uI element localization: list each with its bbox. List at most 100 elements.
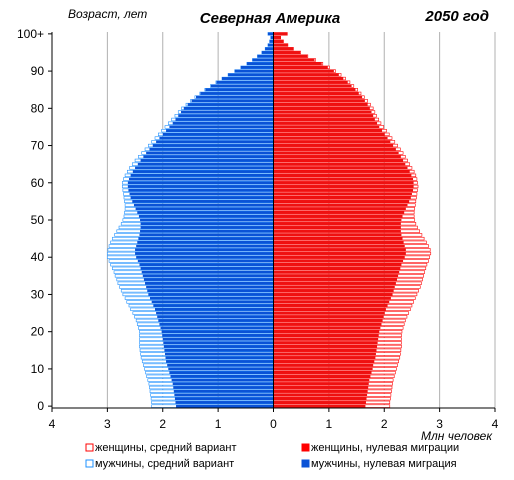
female-zero-migration-bar (273, 62, 322, 65)
legend-swatch (301, 443, 310, 452)
female-zero-migration-bar (273, 106, 370, 110)
female-zero-migration-bar (273, 378, 370, 382)
female-zero-migration-bar (273, 401, 366, 404)
female-zero-migration-bar (273, 129, 383, 133)
male-zero-migration-bar (164, 352, 274, 356)
y-tick-label: 50 (31, 213, 45, 227)
male-zero-migration-bar (140, 222, 274, 226)
male-zero-migration-bar (252, 58, 274, 62)
female-zero-migration-bar (273, 39, 284, 43)
male-zero-migration-bar (181, 110, 274, 114)
female-zero-migration-bar (273, 278, 397, 281)
male-zero-migration-bar (216, 80, 274, 84)
female-zero-migration-bar (273, 173, 412, 177)
male-zero-migration-bar (139, 233, 274, 237)
male-zero-migration-bar (270, 36, 274, 39)
female-zero-migration-bar (273, 397, 367, 401)
female-zero-migration-bar (273, 133, 385, 136)
female-zero-migration-bar (273, 77, 344, 80)
male-zero-migration-bar (175, 401, 274, 404)
male-zero-migration-bar (191, 99, 274, 103)
female-zero-migration-bar (273, 103, 368, 106)
female-zero-migration-bar (273, 159, 404, 162)
male-zero-migration-bar (195, 95, 274, 99)
x-tick-label: 4 (492, 417, 499, 431)
male-zero-migration-bar (173, 386, 274, 389)
male-zero-migration-bar (135, 252, 274, 255)
male-zero-migration-bar (140, 218, 274, 222)
female-zero-migration-bar (273, 110, 372, 114)
female-zero-migration-bar (273, 285, 395, 289)
male-zero-migration-bar (257, 54, 274, 58)
male-zero-migration-bar (166, 129, 274, 133)
male-zero-migration-bar (267, 32, 274, 36)
female-zero-migration-bar (273, 69, 334, 73)
male-zero-migration-bar (163, 341, 274, 345)
legend-swatch (85, 443, 94, 452)
female-zero-migration-bar (273, 95, 363, 99)
male-zero-migration-bar (169, 125, 274, 129)
male-zero-migration-bar (159, 322, 274, 326)
female-zero-migration-bar (273, 296, 391, 300)
male-zero-migration-bar (168, 367, 274, 371)
x-tick-label: 4 (49, 417, 56, 431)
y-tick-label: 60 (31, 176, 45, 190)
male-zero-migration-bar (175, 118, 274, 121)
female-zero-migration-bar (273, 162, 406, 166)
male-zero-migration-bar (152, 144, 274, 147)
female-zero-migration-bar (273, 274, 399, 278)
female-zero-migration-bar (273, 389, 368, 393)
male-zero-migration-bar (130, 196, 274, 200)
female-zero-migration-bar (273, 404, 366, 408)
male-zero-migration-bar (269, 39, 274, 43)
female-zero-migration-bar (273, 58, 315, 62)
female-zero-migration-bar (273, 118, 375, 121)
axes-group (51, 32, 495, 409)
male-zero-migration-bar (149, 147, 274, 151)
female-zero-migration-bar (273, 73, 339, 77)
male-zero-migration-bar (143, 155, 274, 159)
female-zero-migration-bar (273, 43, 288, 47)
female-zero-migration-bar (273, 222, 401, 226)
female-zero-migration-bar (273, 315, 384, 319)
female-zero-migration-bar (273, 147, 396, 151)
female-zero-migration-bar (273, 240, 404, 244)
female-zero-migration-bar (273, 289, 394, 293)
female-zero-migration-bar (273, 207, 406, 211)
female-zero-migration-bar (273, 270, 400, 274)
male-zero-migration-bar (140, 267, 274, 270)
male-zero-migration-bar (146, 285, 274, 289)
male-zero-migration-bar (261, 51, 274, 54)
male-zero-migration-bar (127, 181, 274, 185)
female-zero-migration-bar (273, 360, 375, 363)
female-zero-migration-bar (273, 259, 404, 263)
male-zero-migration-bar (267, 43, 274, 47)
female-zero-migration-bar (273, 80, 348, 84)
male-zero-migration-bar (205, 88, 274, 92)
male-zero-migration-bar (222, 77, 274, 80)
male-zero-migration-bar (137, 162, 274, 166)
male-zero-migration-bar (138, 237, 274, 240)
legend-label: мужчины, нулевая миграция (311, 458, 457, 470)
male-zero-migration-bar (183, 106, 274, 110)
bars-group (107, 32, 432, 408)
x-tick-label: 2 (381, 417, 388, 431)
female-zero-migration-bar (273, 181, 414, 185)
male-zero-migration-bar (132, 170, 274, 173)
male-zero-migration-bar (135, 166, 274, 170)
female-zero-migration-bar (273, 367, 373, 371)
x-tick-label: 3 (436, 417, 443, 431)
female-zero-migration-bar (273, 192, 412, 196)
female-zero-migration-bar (273, 356, 376, 360)
female-zero-migration-bar (273, 88, 356, 92)
female-zero-migration-bar (273, 337, 379, 341)
y-axis-label: Возраст, лет (68, 7, 147, 21)
female-zero-migration-bar (273, 151, 399, 155)
female-zero-migration-bar (273, 47, 294, 51)
female-zero-migration-bar (273, 125, 380, 129)
female-zero-migration-bar (273, 267, 401, 270)
female-zero-migration-bar (273, 226, 401, 229)
male-zero-migration-bar (148, 293, 274, 296)
x-tick-labels: 4 3 2 1 0 1 2 3 4 (49, 408, 499, 431)
female-zero-migration-bar (273, 140, 391, 144)
